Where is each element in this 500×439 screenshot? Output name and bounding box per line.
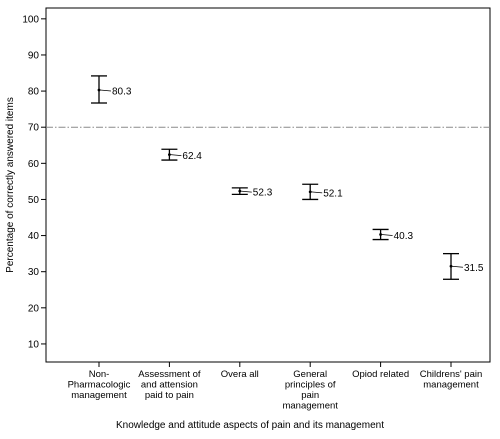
x-category-label-line: Non- xyxy=(89,369,110,380)
y-tick-label-10: 10 xyxy=(28,339,40,350)
y-tick-label-80: 80 xyxy=(28,87,40,98)
x-category-label-line: Opiod related xyxy=(352,369,409,380)
plot-area-frame xyxy=(45,7,491,363)
data-label: 31.5 xyxy=(464,263,484,274)
error-bar-marks: 80.3 62.4 52.3 52.1 40.3 31.5 xyxy=(91,75,484,280)
y-tick-label-30: 30 xyxy=(28,267,40,278)
y-tick-label-100: 100 xyxy=(22,14,39,25)
mean-point xyxy=(449,264,453,268)
y-tick-label-20: 20 xyxy=(28,303,40,314)
data-label-leader xyxy=(451,265,464,268)
x-category-label-4: Opiod related xyxy=(352,369,409,380)
error-bar-3: 52.1 xyxy=(302,183,343,201)
x-category-label-line: Pharmacologic xyxy=(68,380,131,391)
x-category-label-0: Non-Pharmacologic management xyxy=(68,369,131,401)
data-label: 52.1 xyxy=(323,188,343,199)
x-category-label-line: pain xyxy=(301,390,319,401)
data-label: 52.3 xyxy=(253,188,273,199)
x-category-label-line: paid to pain xyxy=(145,390,194,401)
x-category-label-line: management xyxy=(423,380,479,391)
mean-point xyxy=(238,189,242,193)
x-category-label-line: General xyxy=(293,369,327,380)
x-category-label-line: Childrens' pain xyxy=(420,369,483,380)
mean-point xyxy=(379,233,382,236)
data-label: 40.3 xyxy=(394,231,414,242)
data-label: 62.4 xyxy=(182,151,202,162)
x-axis-title: Knowledge and attitude aspects of pain a… xyxy=(116,420,384,431)
x-category-label-line: and attension xyxy=(141,380,198,391)
x-category-label-line: management xyxy=(282,401,338,412)
x-category-label-line: Assessment of xyxy=(138,369,201,380)
x-category-label-line: management xyxy=(71,390,127,401)
y-tick-label-90: 90 xyxy=(28,50,40,61)
error-bar-4: 40.3 xyxy=(372,228,414,242)
data-label-leader xyxy=(99,89,112,92)
mean-point xyxy=(97,88,101,92)
data-label-leader xyxy=(170,154,182,157)
x-category-label-5: Childrens' pain management xyxy=(420,369,483,391)
error-bar-2: 52.3 xyxy=(231,187,273,199)
x-category-label-line: Overa all xyxy=(221,369,259,380)
error-bar-0: 80.3 xyxy=(91,75,132,104)
y-tick-label-50: 50 xyxy=(28,195,40,206)
mean-point xyxy=(168,153,171,157)
data-label-leader xyxy=(381,234,393,236)
x-category-label-1: Assessment of and attension paid to pain xyxy=(138,369,201,401)
error-bar-5: 31.5 xyxy=(443,252,484,280)
x-category-label-line: principles of xyxy=(285,380,336,391)
x-category-label-3: General principles of pain management xyxy=(282,369,338,412)
x-category-label-2: Overa all xyxy=(221,369,259,380)
y-tick-label-40: 40 xyxy=(28,231,40,242)
y-axis-title: Percentage of correctly answered items xyxy=(5,97,16,273)
data-label-leader xyxy=(311,191,323,194)
mean-point xyxy=(308,190,312,194)
error-bar-1: 62.4 xyxy=(161,148,202,162)
data-label: 80.3 xyxy=(112,86,132,97)
y-axis: 10 20 30 40 50 60 70 80 90 100 xyxy=(22,14,46,350)
data-label-leader xyxy=(240,190,252,193)
y-tick-label-60: 60 xyxy=(28,159,40,170)
y-tick-label-70: 70 xyxy=(28,123,40,134)
